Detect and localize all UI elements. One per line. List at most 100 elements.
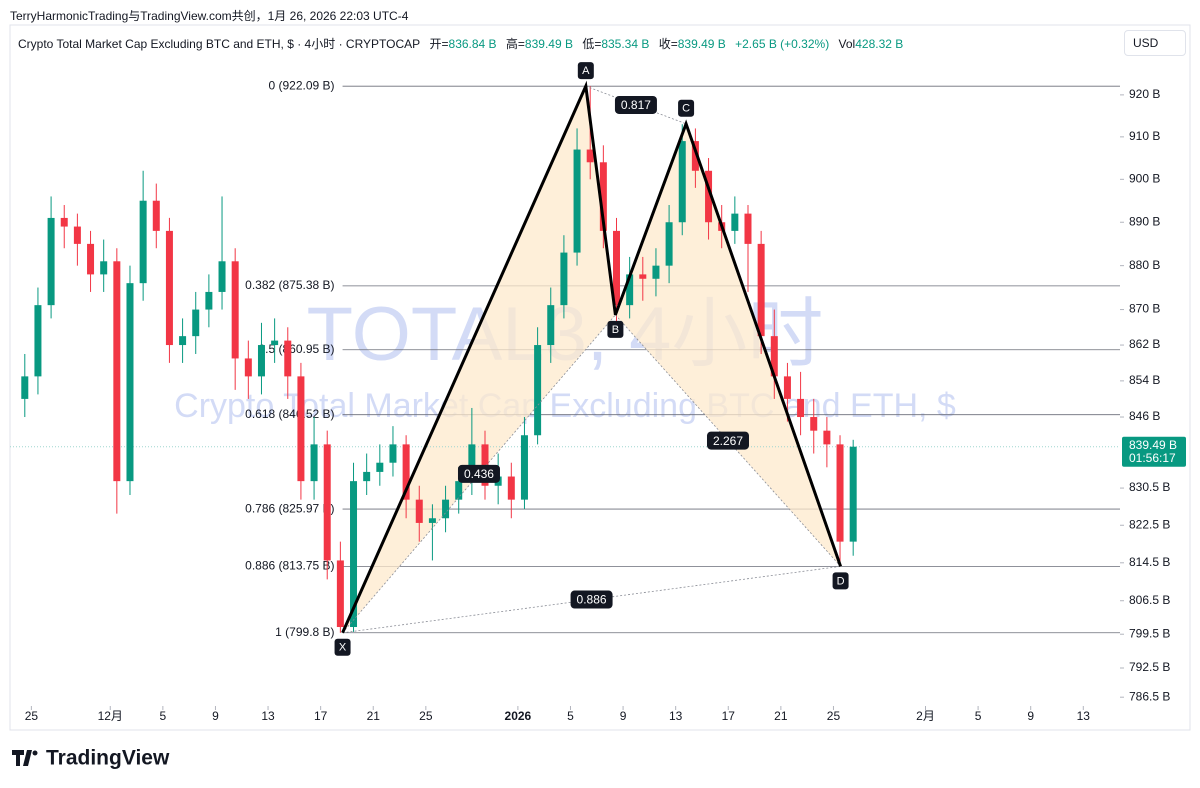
ratio-box: [457, 464, 500, 483]
candle-body: [442, 499, 450, 519]
ohlc-label: 高=: [505, 37, 525, 51]
candle-body: [849, 446, 857, 542]
fib-label: 0.886 (813.75 B): [245, 559, 334, 573]
candle-body: [652, 265, 660, 279]
brand-logo: TradingView: [12, 747, 170, 770]
candle-body: [573, 149, 581, 253]
y-tick-label: 799.5 B: [1129, 626, 1170, 640]
point-label: A: [577, 62, 594, 80]
x-tick-label: 2月: [916, 709, 935, 723]
pattern-fill: [342, 86, 616, 633]
candle-body: [376, 462, 384, 472]
last-price-label: 839.49 B: [1129, 438, 1177, 452]
currency-button[interactable]: USD: [1124, 30, 1186, 56]
point-box: [334, 638, 351, 656]
candle-body: [757, 243, 765, 337]
candle-body: [705, 170, 713, 223]
x-tick-label: 13: [669, 709, 683, 723]
candle-body: [389, 444, 397, 463]
x-tick-label: 9: [1027, 709, 1034, 723]
candle-body: [468, 444, 476, 482]
candle-body: [87, 243, 95, 275]
candle-body: [218, 261, 226, 292]
ohlc-item: 收=839.49 B: [659, 37, 726, 51]
y-tick-label: 822.5 B: [1129, 517, 1170, 531]
candle-body: [626, 274, 634, 306]
candle-body: [139, 200, 147, 284]
candle-body: [547, 305, 555, 346]
candle-body: [21, 376, 29, 399]
x-tick-label: 17: [722, 709, 736, 723]
pattern-line: [341, 80, 842, 634]
x-tick-label: 2026: [505, 709, 532, 723]
fib-label: 0.5 (860.95 B): [258, 342, 334, 356]
point-box: [678, 99, 695, 117]
fib-label: 0.382 (875.38 B): [245, 278, 334, 292]
candle-body: [179, 336, 187, 346]
point-box: [577, 62, 594, 80]
candle-body: [271, 340, 279, 346]
candle-body: [560, 252, 568, 306]
candle-body: [520, 435, 528, 500]
candle-body: [415, 499, 423, 523]
y-tick-label: 890 B: [1129, 214, 1160, 228]
candle-body: [73, 226, 81, 244]
y-tick-label: 846 B: [1129, 409, 1160, 423]
ratio-label: 2.267: [706, 431, 749, 450]
x-tick-label: 9: [620, 709, 627, 723]
ratio-box: [570, 590, 613, 609]
y-tick-label: 830.5 B: [1129, 480, 1170, 494]
point-text: C: [682, 103, 690, 115]
volume: Vol428.32 B: [839, 37, 904, 51]
candle-body: [678, 141, 686, 223]
y-tick-label: 880 B: [1129, 258, 1160, 272]
point-label: B: [607, 320, 624, 338]
point-label: C: [678, 99, 695, 117]
countdown: 01:56:17: [1129, 451, 1176, 465]
y-tick-label: 910 B: [1129, 129, 1160, 143]
candle-body: [744, 213, 752, 244]
candle-body: [599, 162, 607, 231]
ohlc-value: 839.49 B: [524, 37, 573, 51]
ohlc-value: 836.84 B: [448, 37, 497, 51]
candle-body: [34, 305, 42, 377]
ratio-text: 0.436: [464, 467, 494, 481]
y-tick-label: 786.5 B: [1129, 689, 1170, 703]
x-tick-label: 13: [261, 709, 275, 723]
y-tick-label: 920 B: [1129, 87, 1160, 101]
y-tick-label: 862 B: [1129, 337, 1160, 351]
candle-body: [363, 471, 371, 482]
ratio-text: 0.886: [577, 593, 607, 607]
candle-body: [455, 481, 463, 500]
change: +2.65 B (+0.32%): [735, 37, 830, 51]
candle-body: [47, 217, 55, 306]
x-tick-label: 12月: [98, 709, 123, 723]
legend: Crypto Total Market Cap Excluding BTC an…: [18, 35, 909, 52]
attribution: TerryHarmonicTrading与TradingView.com共创，1…: [10, 9, 409, 23]
candle-body: [428, 518, 436, 523]
y-tick-label: 814.5 B: [1129, 555, 1170, 569]
point-label: D: [832, 572, 849, 590]
watermark-description: Crypto Total Market Cap Excluding BTC an…: [174, 387, 956, 425]
candle-body: [192, 309, 200, 337]
point-text: X: [339, 642, 347, 654]
point-text: B: [612, 324, 619, 336]
candle-body: [639, 274, 647, 279]
fib-label: 0.786 (825.97 B): [245, 501, 334, 515]
candle-body: [231, 261, 239, 359]
candle-body: [350, 481, 358, 628]
x-tick-label: 17: [314, 709, 328, 723]
x-tick-label: 25: [419, 709, 433, 723]
ohlc-value: 835.34 B: [601, 37, 650, 51]
candle-body: [534, 345, 542, 436]
ohlc-item: 高=839.49 B: [506, 37, 573, 51]
candle-body: [310, 444, 318, 482]
candle-body: [402, 444, 410, 500]
x-tick-label: 5: [567, 709, 574, 723]
x-tick-label: 25: [827, 709, 841, 723]
candle-body: [665, 222, 673, 266]
candle-body: [323, 444, 331, 561]
x-tick-label: 21: [367, 709, 381, 723]
